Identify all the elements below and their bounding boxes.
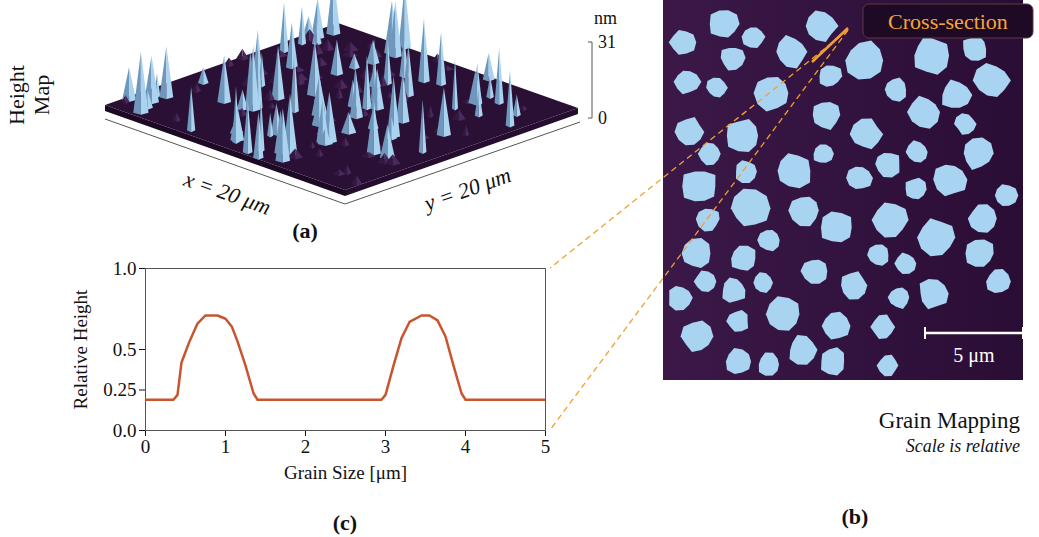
svg-text:5 μm: 5 μm bbox=[953, 344, 995, 367]
svg-text:0.0: 0.0 bbox=[113, 420, 137, 441]
svg-text:5: 5 bbox=[541, 436, 551, 457]
svg-text:(b): (b) bbox=[842, 504, 869, 529]
svg-text:4: 4 bbox=[461, 436, 471, 457]
svg-text:nm: nm bbox=[594, 8, 617, 28]
svg-text:Grain Mapping: Grain Mapping bbox=[879, 408, 1021, 433]
svg-text:Height: Height bbox=[4, 65, 29, 125]
svg-text:(a): (a) bbox=[292, 218, 318, 243]
svg-text:1.0: 1.0 bbox=[113, 258, 137, 279]
svg-text:y = 20 μm: y = 20 μm bbox=[419, 162, 514, 216]
svg-text:Grain Size [μm]: Grain Size [μm] bbox=[284, 462, 407, 483]
svg-text:1: 1 bbox=[221, 436, 231, 457]
svg-text:0.5: 0.5 bbox=[113, 339, 137, 360]
svg-text:(c): (c) bbox=[333, 510, 357, 535]
svg-text:0: 0 bbox=[141, 436, 151, 457]
svg-text:Cross-section: Cross-section bbox=[888, 9, 1008, 34]
svg-text:0.25: 0.25 bbox=[103, 379, 136, 400]
svg-text:x = 20 μm: x = 20 μm bbox=[180, 166, 274, 220]
svg-text:3: 3 bbox=[381, 436, 391, 457]
svg-text:2: 2 bbox=[301, 436, 311, 457]
svg-text:Map: Map bbox=[29, 75, 54, 115]
svg-text:0: 0 bbox=[598, 108, 607, 128]
svg-text:Scale is relative: Scale is relative bbox=[906, 436, 1020, 456]
svg-text:Relative Height: Relative Height bbox=[70, 289, 91, 409]
svg-text:31: 31 bbox=[598, 32, 616, 52]
